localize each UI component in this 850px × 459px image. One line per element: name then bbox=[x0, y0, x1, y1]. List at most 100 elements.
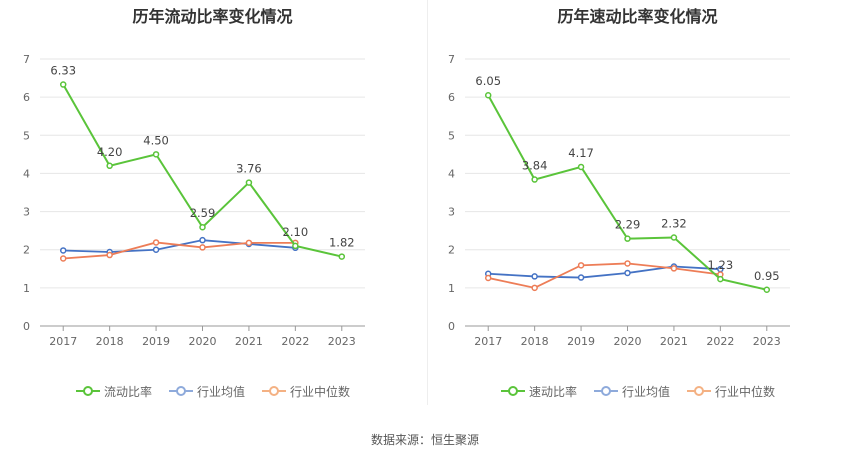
legend-line-marker-icon bbox=[168, 386, 193, 396]
y-tick-label: 5 bbox=[23, 129, 30, 142]
primary-series-point[interactable] bbox=[484, 91, 492, 99]
data-label: 1.23 bbox=[708, 258, 734, 272]
industry-median-series-line bbox=[63, 241, 296, 260]
industry-median-series-point[interactable] bbox=[577, 262, 585, 269]
data-label: 3.84 bbox=[522, 159, 548, 173]
data-label: 2.59 bbox=[190, 206, 216, 220]
data-label: 0.95 bbox=[754, 269, 780, 283]
primary-series-point[interactable] bbox=[670, 234, 678, 241]
y-tick-label: 3 bbox=[448, 206, 455, 219]
primary-series-point[interactable] bbox=[152, 151, 160, 158]
x-tick-label: 2020 bbox=[189, 335, 217, 348]
y-tick-label: 3 bbox=[23, 206, 30, 219]
y-tick-label: 2 bbox=[23, 244, 30, 257]
chart-title: 历年流动比率变化情况 bbox=[132, 7, 293, 26]
source-name: 恒生聚源 bbox=[431, 433, 480, 447]
legend-item-industry-median[interactable]: 行业中位数 bbox=[261, 383, 350, 400]
industry-median-series-point[interactable] bbox=[106, 251, 113, 259]
industry-median-series-point[interactable] bbox=[670, 265, 678, 272]
y-tick-label: 4 bbox=[448, 167, 455, 180]
current-ratio-line-chart: 0 1 2 3 4 5 6 7 2017 2018 2019 2020 2021 2022 2023 6.33… bbox=[23, 53, 365, 348]
x-tick-label: 2023 bbox=[328, 335, 356, 348]
y-tick-label: 6 bbox=[448, 91, 455, 104]
data-label: 2.32 bbox=[661, 217, 687, 231]
quick-ratio-line-chart: 0 1 2 3 4 5 6 7 2017 2018 2019 2020 2021 2022 2023 6.05… bbox=[448, 53, 790, 348]
legend: 速动比率 行业均值 行业中位数 bbox=[425, 382, 850, 400]
legend-label: 速动比率 bbox=[528, 384, 577, 399]
y-tick-label: 2 bbox=[448, 244, 455, 257]
y-tick-label: 0 bbox=[448, 320, 455, 333]
primary-series-point[interactable] bbox=[338, 253, 346, 260]
data-label: 6.33 bbox=[50, 64, 76, 78]
data-label: 1.82 bbox=[329, 236, 355, 250]
primary-series-point[interactable] bbox=[245, 179, 253, 186]
primary-series-point[interactable] bbox=[624, 235, 631, 242]
legend-label: 行业均值 bbox=[196, 384, 245, 399]
primary-series-point[interactable] bbox=[106, 162, 113, 170]
x-tick-label: 2017 bbox=[49, 335, 77, 348]
industry-median-series-point[interactable] bbox=[531, 284, 538, 292]
current-ratio-chart-panel: 历年流动比率变化情况 0 1 2 3 4 5 6 7 2017 2018 2019 2020 2021 2… bbox=[0, 0, 425, 420]
primary-series-point[interactable] bbox=[763, 286, 771, 294]
y-tick-label: 1 bbox=[23, 282, 30, 295]
data-label: 3.76 bbox=[236, 162, 262, 176]
chart-title: 历年速动比率变化情况 bbox=[557, 7, 718, 26]
y-tick-label: 7 bbox=[448, 53, 455, 66]
x-tick-label: 2022 bbox=[281, 335, 309, 348]
x-tick-label: 2020 bbox=[614, 335, 642, 348]
y-tick-label: 0 bbox=[23, 320, 30, 333]
data-source-note: 数据来源：恒生聚源 bbox=[0, 431, 850, 448]
data-label: 4.20 bbox=[97, 145, 123, 159]
industry-mean-series-point[interactable] bbox=[577, 274, 585, 281]
legend-line-marker-icon bbox=[687, 386, 711, 396]
primary-series-point[interactable] bbox=[531, 176, 538, 183]
panel-divider bbox=[427, 0, 428, 405]
legend: 流动比率 行业均值 行业中位数 bbox=[0, 382, 425, 400]
data-label: 4.17 bbox=[568, 146, 594, 160]
x-tick-label: 2019 bbox=[142, 335, 170, 348]
legend-item-quick-ratio[interactable]: 速动比率 bbox=[500, 383, 577, 400]
industry-mean-series-point[interactable] bbox=[59, 247, 67, 254]
legend-label: 流动比率 bbox=[103, 384, 152, 399]
industry-mean-series-point[interactable] bbox=[199, 236, 206, 244]
industry-median-series-point[interactable] bbox=[484, 274, 492, 282]
y-tick-label: 1 bbox=[448, 282, 455, 295]
industry-median-series-line bbox=[488, 262, 721, 289]
x-tick-label: 2018 bbox=[521, 335, 549, 348]
legend-label: 行业中位数 bbox=[715, 384, 776, 399]
industry-median-series-point[interactable] bbox=[245, 239, 253, 247]
legend-item-industry-median[interactable]: 行业中位数 bbox=[686, 383, 775, 400]
primary-series-point[interactable] bbox=[59, 81, 67, 88]
primary-series-point[interactable] bbox=[717, 275, 724, 283]
x-tick-label: 2023 bbox=[753, 335, 781, 348]
y-tick-label: 7 bbox=[23, 53, 30, 66]
y-tick-label: 4 bbox=[23, 167, 30, 180]
primary-series-point[interactable] bbox=[577, 163, 585, 171]
legend-item-industry-mean[interactable]: 行业均值 bbox=[593, 383, 670, 400]
legend-label: 行业均值 bbox=[621, 384, 670, 399]
legend-item-industry-mean[interactable]: 行业均值 bbox=[168, 383, 245, 400]
legend-label: 行业中位数 bbox=[290, 384, 351, 399]
industry-mean-series-line bbox=[488, 265, 721, 279]
legend-item-current-ratio[interactable]: 流动比率 bbox=[75, 383, 152, 400]
industry-median-series-point[interactable] bbox=[152, 239, 160, 246]
data-label: 6.05 bbox=[475, 74, 501, 88]
industry-median-series-point[interactable] bbox=[199, 244, 206, 251]
x-tick-label: 2017 bbox=[474, 335, 502, 348]
industry-mean-series-point[interactable] bbox=[624, 269, 631, 277]
industry-mean-series-point[interactable] bbox=[531, 273, 538, 280]
source-label: 数据来源： bbox=[370, 433, 431, 447]
x-tick-label: 2022 bbox=[706, 335, 734, 348]
quick-ratio-chart-panel: 历年速动比率变化情况 0 1 2 3 4 5 6 7 2017 2018 2019 2020 2021 2… bbox=[425, 0, 850, 420]
legend-line-marker-icon bbox=[262, 386, 286, 396]
primary-series-point[interactable] bbox=[199, 223, 206, 231]
industry-median-series-point[interactable] bbox=[59, 255, 67, 262]
y-tick-label: 6 bbox=[23, 91, 30, 104]
legend-line-marker-icon bbox=[593, 386, 618, 396]
industry-mean-series-point[interactable] bbox=[152, 246, 160, 253]
industry-median-series-point[interactable] bbox=[624, 260, 631, 267]
legend-line-marker-icon bbox=[500, 386, 525, 396]
x-tick-label: 2019 bbox=[567, 335, 595, 348]
y-tick-label: 5 bbox=[448, 129, 455, 142]
primary-series-point[interactable] bbox=[292, 242, 299, 250]
